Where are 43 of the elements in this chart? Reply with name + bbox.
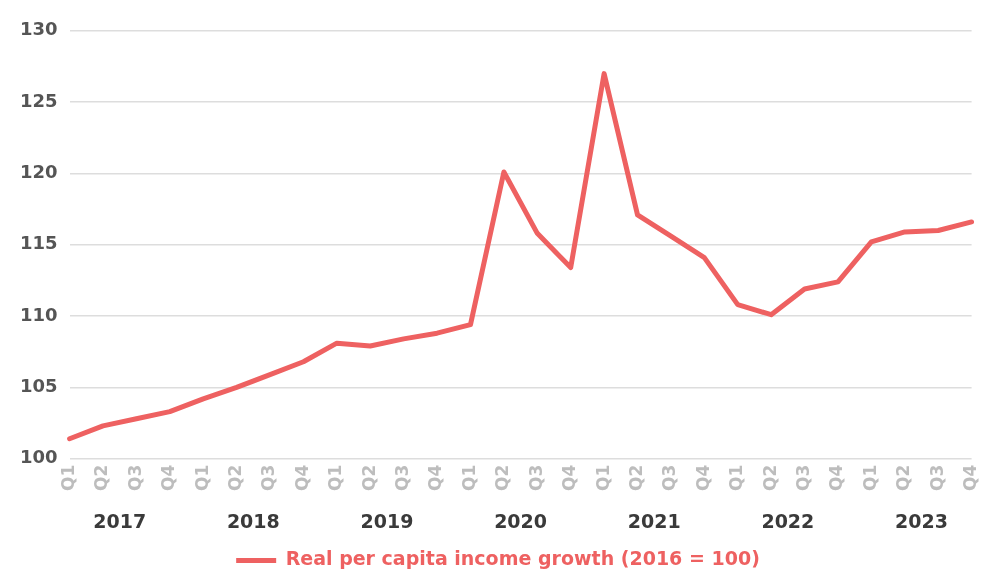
x-tick-label: Q3 [124,464,145,491]
text: 2022 [761,509,815,532]
x-tick-label: Q3 [792,464,813,491]
x-tick-label: Q2 [625,464,646,491]
text: 2020 [494,509,548,532]
legend-label: Real per capita income growth (2016 = 100) [285,547,760,570]
y-tick-label: 110 [20,303,58,325]
y-tick-label: 125 [20,89,58,111]
y-tick-label: 105 [20,375,58,397]
x-tick-label: Q1 [726,464,747,491]
x-tick-label: Q1 [325,464,346,491]
x-tick-label: Q3 [525,464,546,491]
x-tick-label: Q3 [258,464,279,491]
x-tick-label: Q4 [692,464,713,491]
x-tick-label: Q1 [458,464,479,491]
x-tick-label: Q1 [58,464,78,491]
x-tick-label: Q2 [225,464,246,491]
x-tick-label: Q2 [492,464,513,491]
x-tick-label: Q1 [859,464,880,491]
x-tick-label: Q2 [759,464,780,491]
x-tick-label: Q3 [392,464,413,491]
y-tick-label: 120 [20,161,58,183]
x-tick-label: Q4 [559,464,580,491]
text: 2021 [627,509,681,532]
x-tick-label: Q4 [425,464,446,491]
x-tick-label: Q4 [826,464,847,491]
x-tick-label: Q2 [91,464,112,491]
y-tick-label: 115 [20,232,58,254]
x-tick-label: Q1 [191,464,212,491]
text: 2019 [360,509,414,532]
x-tick-label: Q4 [158,464,179,491]
x-tick-label: Q4 [960,464,981,491]
y-tick-label: 130 [20,18,58,40]
y-tick-label: 100 [20,446,58,468]
text: 2017 [93,509,147,532]
text: 2018 [226,509,280,532]
x-tick-label: Q2 [893,464,914,491]
x-tick-label: Q2 [358,464,379,491]
x-tick-label: Q3 [926,464,947,491]
x-tick-label: Q3 [659,464,680,491]
x-tick-label: Q4 [291,464,312,491]
x-tick-label: Q1 [592,464,613,491]
text: 2023 [895,509,948,532]
